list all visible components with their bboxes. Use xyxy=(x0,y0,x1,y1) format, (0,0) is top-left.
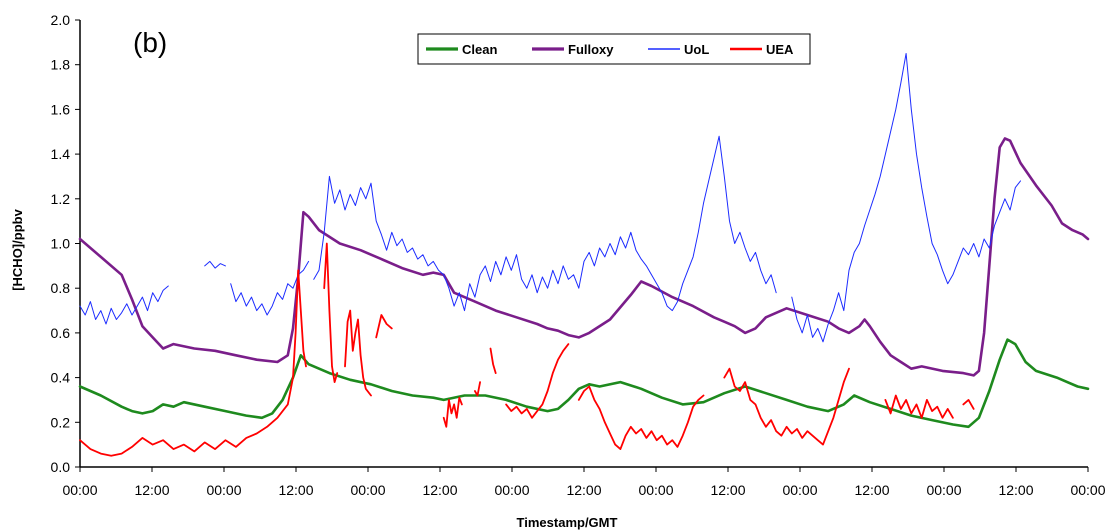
y-tick-label: 1.8 xyxy=(51,57,71,73)
y-tick-label: 1.0 xyxy=(51,236,71,252)
plot-lines xyxy=(78,53,1090,457)
x-tick-label: 12:00 xyxy=(134,482,169,498)
legend-label-uol: UoL xyxy=(684,42,709,57)
x-tick-label: 12:00 xyxy=(710,482,745,498)
y-tick-label: 1.4 xyxy=(51,146,71,162)
x-tick-label: 00:00 xyxy=(206,482,241,498)
series-line-clean xyxy=(78,338,1090,429)
series-line-uea xyxy=(375,314,393,339)
x-tick-label: 12:00 xyxy=(422,482,457,498)
series-line-fulloxy xyxy=(78,137,1090,377)
x-axis-title: Timestamp/GMT xyxy=(517,515,618,530)
axes: 0.0 0.2 0.4 0.6 0.8 1.0 1.2 1.4 1.6 1.8 2.0 00:00 12… xyxy=(51,12,1106,498)
x-tick-label: 00:00 xyxy=(494,482,529,498)
series-line-uea xyxy=(442,396,463,428)
series-line-uea xyxy=(505,343,570,419)
x-tick-label: 00:00 xyxy=(62,482,97,498)
x-tick-label: 12:00 xyxy=(566,482,601,498)
legend-label-clean: Clean xyxy=(462,42,497,57)
x-tick-label: 00:00 xyxy=(926,482,961,498)
series-line-uea xyxy=(474,381,481,397)
series-line-uea xyxy=(323,242,339,383)
series-line-uol xyxy=(313,135,777,312)
legend-label-uea: UEA xyxy=(766,42,794,57)
series-line-uea xyxy=(344,309,372,397)
y-tick-label: 0.4 xyxy=(51,370,71,386)
series-line-uol xyxy=(79,285,169,325)
panel-label: (b) xyxy=(133,27,167,58)
y-tick-label: 2.0 xyxy=(51,12,71,28)
series-line-uol xyxy=(204,260,226,269)
y-axis-title: [HCHO]/ppbv xyxy=(10,208,25,290)
y-tick-label: 0.0 xyxy=(51,459,71,475)
x-tick-label: 12:00 xyxy=(278,482,313,498)
x-tick-label: 00:00 xyxy=(638,482,673,498)
series-line-uea xyxy=(577,385,705,450)
series-line-uea xyxy=(962,399,975,410)
y-tick-label: 0.8 xyxy=(51,280,71,296)
legend-label-fulloxy: Fulloxy xyxy=(568,42,614,57)
x-tick-label: 12:00 xyxy=(854,482,889,498)
y-tick-label: 1.2 xyxy=(51,191,71,207)
x-tick-label: 00:00 xyxy=(350,482,385,498)
series-line-uol xyxy=(791,53,1021,343)
y-tick-label: 1.6 xyxy=(51,101,71,117)
legend: Clean Fulloxy UoL UEA xyxy=(417,33,811,65)
y-tick-label: 0.6 xyxy=(51,325,71,341)
series-line-uea xyxy=(79,269,307,457)
x-tick-label: 00:00 xyxy=(782,482,817,498)
series-line-uea xyxy=(489,347,497,374)
y-tick-label: 0.2 xyxy=(51,414,71,430)
series-line-uea xyxy=(884,394,954,419)
series-line-uol xyxy=(230,260,310,316)
x-tick-label: 00:00 xyxy=(1070,482,1105,498)
series-line-uea xyxy=(723,367,850,446)
x-tick-label: 12:00 xyxy=(998,482,1033,498)
